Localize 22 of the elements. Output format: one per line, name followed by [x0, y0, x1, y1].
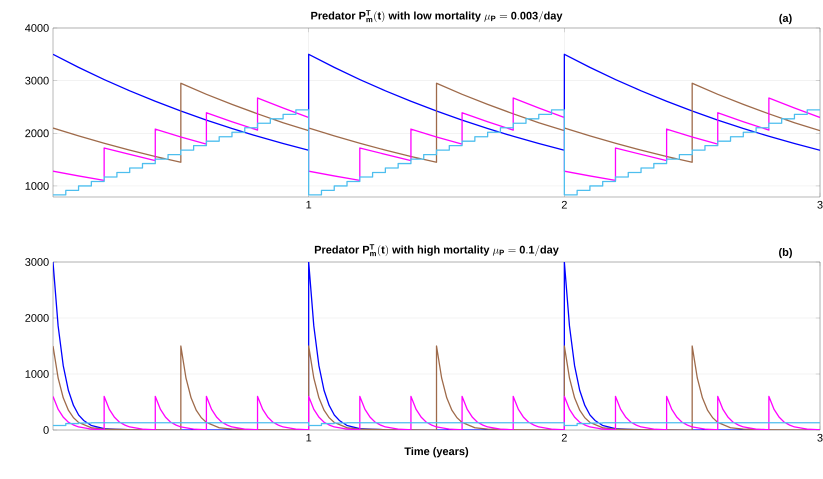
y-tick-label: 4000 [25, 24, 49, 32]
x-tick-label: 3 [817, 200, 823, 209]
y-tick-label: 1000 [26, 370, 49, 378]
y-tick-label: 3000 [25, 76, 49, 85]
line-series [53, 82, 820, 163]
chart-title: $\textbf{Predator }\mathbf{P_m^T(t)}\textbf{ with high mortality }\mu_{\mathbf{P}}=\mathbf{0.1/day}$ [314, 244, 559, 256]
y-tick-label: 2000 [25, 129, 49, 138]
x-tick-label: 1 [306, 434, 312, 442]
y-tick-label: 3000 [25, 258, 49, 266]
line-series [53, 396, 820, 430]
line-series [53, 54, 820, 151]
text: (a) [779, 14, 792, 24]
chart-title: $\textbf{Predator }\mathbf{P_m^T(t)}\textbf{ with low mortality }\mu_{\mathbf{P}}=\mathbf{0.003/day}$ [311, 10, 562, 22]
y-tick-label: 0 [43, 426, 49, 434]
x-tick-label: 1 [306, 200, 312, 208]
x-tick-label: 2 [562, 434, 567, 442]
y-tick-label: 2000 [25, 314, 49, 322]
x-axis-title: Time (years) [404, 447, 468, 458]
y-tick-label: 1000 [26, 182, 49, 190]
x-tick-label: 3 [817, 434, 823, 442]
text: (b) [779, 248, 792, 258]
x-tick-label: 2 [562, 200, 567, 208]
